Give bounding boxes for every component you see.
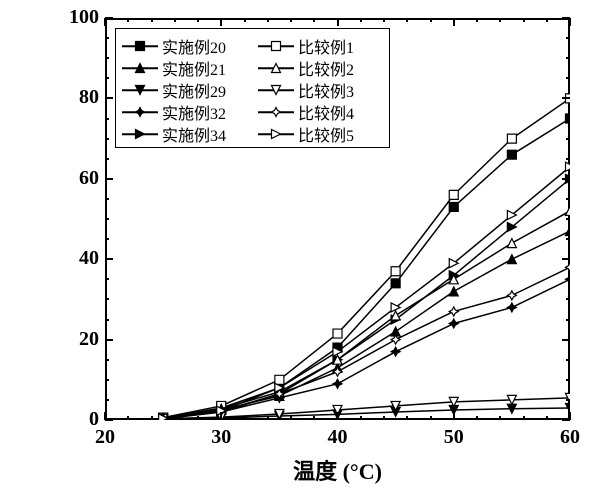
- y-tick-label: 40: [55, 247, 99, 270]
- legend-label: 实施例20: [162, 34, 226, 58]
- legend-marker: [122, 35, 158, 57]
- legend-marker: [258, 101, 294, 123]
- legend-marker: [122, 57, 158, 79]
- legend-item: 比较例5: [258, 123, 354, 145]
- legend: 实施例20实施例21实施例29实施例32实施例34比较例1比较例2比较例3比较例…: [115, 28, 390, 148]
- y-tick-label: 60: [55, 167, 99, 190]
- legend-item: 比较例2: [258, 57, 354, 79]
- legend-item: 实施例32: [122, 101, 226, 123]
- chart-container: 2030405060020406080100 拉伸强度变化率 (%) 温度 (°…: [0, 0, 591, 500]
- legend-item: 实施例34: [122, 123, 226, 145]
- legend-item: 比较例1: [258, 35, 354, 57]
- legend-label: 比较例5: [298, 122, 354, 146]
- legend-label: 比较例1: [298, 34, 354, 58]
- legend-marker: [122, 123, 158, 145]
- legend-item: 实施例20: [122, 35, 226, 57]
- legend-marker: [258, 35, 294, 57]
- legend-marker: [258, 57, 294, 79]
- legend-label: 比较例2: [298, 56, 354, 80]
- legend-label: 比较例4: [298, 100, 354, 124]
- legend-label: 实施例21: [162, 56, 226, 80]
- legend-label: 实施例29: [162, 78, 226, 102]
- x-tick-label: 50: [436, 426, 472, 449]
- legend-item: 比较例3: [258, 79, 354, 101]
- y-tick-label: 100: [55, 6, 99, 29]
- y-tick-label: 80: [55, 86, 99, 109]
- x-tick-label: 40: [320, 426, 356, 449]
- legend-label: 比较例3: [298, 78, 354, 102]
- series-实施例21: [159, 227, 575, 423]
- x-tick-label: 30: [203, 426, 239, 449]
- legend-marker: [122, 79, 158, 101]
- legend-item: 比较例4: [258, 101, 354, 123]
- legend-item: 实施例29: [122, 79, 226, 101]
- legend-marker: [258, 123, 294, 145]
- legend-marker: [258, 79, 294, 101]
- legend-item: 实施例21: [122, 57, 226, 79]
- y-tick-label: 0: [55, 408, 99, 431]
- series-实施例20: [159, 114, 575, 422]
- y-tick-label: 20: [55, 328, 99, 351]
- x-axis-label: 温度 (°C): [293, 454, 382, 486]
- legend-label: 实施例34: [162, 122, 226, 146]
- x-tick-label: 60: [552, 426, 588, 449]
- legend-marker: [122, 101, 158, 123]
- legend-label: 实施例32: [162, 100, 226, 124]
